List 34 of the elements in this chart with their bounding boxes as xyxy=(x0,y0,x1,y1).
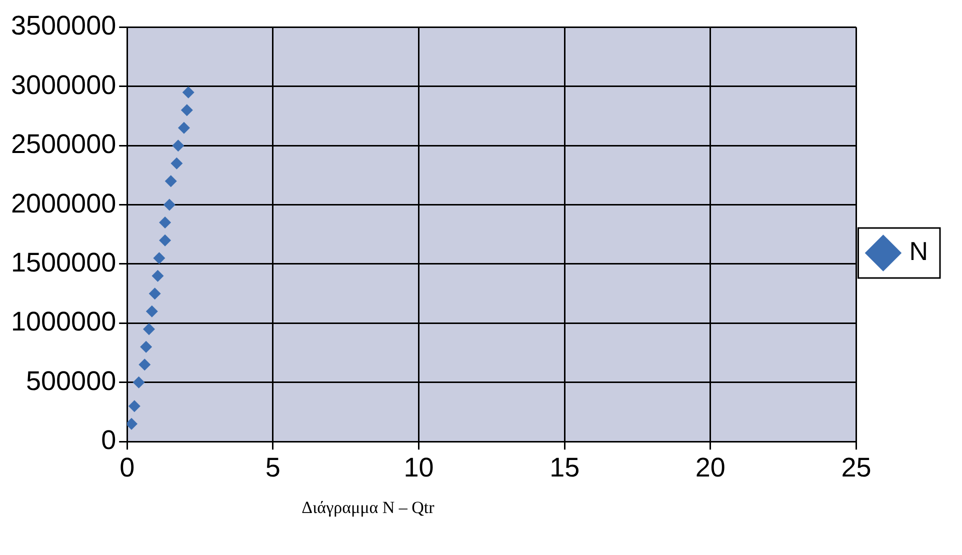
point xyxy=(140,340,152,353)
point xyxy=(180,104,193,116)
point xyxy=(148,288,161,300)
point xyxy=(146,305,158,318)
point xyxy=(163,198,176,211)
y-tick-label: 1000000 xyxy=(10,306,116,337)
x-tick-label: 10 xyxy=(404,452,434,482)
point xyxy=(172,140,184,152)
x-tick-label: 5 xyxy=(265,452,280,482)
y-tick-label: 2000000 xyxy=(10,188,116,218)
x-tick-label: 20 xyxy=(695,452,726,482)
y-tick-label: 2500000 xyxy=(10,129,116,160)
y-tick-label: 1500000 xyxy=(10,247,116,278)
x-tick-label: 0 xyxy=(120,452,135,482)
point xyxy=(170,157,183,170)
point xyxy=(153,252,166,264)
point xyxy=(138,358,151,371)
point xyxy=(142,323,155,336)
point xyxy=(178,122,190,134)
point xyxy=(159,234,172,246)
x-tick-label: 15 xyxy=(550,452,580,482)
y-tick-label: 3500000 xyxy=(10,10,116,41)
point xyxy=(152,270,164,282)
point xyxy=(128,400,140,412)
x-tick-label: 25 xyxy=(841,452,872,482)
y-tick-label: 500000 xyxy=(26,366,116,396)
point xyxy=(159,216,172,229)
point xyxy=(164,175,177,188)
point xyxy=(182,86,194,98)
legend-label: N xyxy=(909,236,928,266)
y-tick-label: 0 xyxy=(101,425,116,456)
text: Διάγραμμα N – Qtr xyxy=(300,498,436,518)
point xyxy=(132,376,145,388)
y-tick-label: 3000000 xyxy=(10,70,116,100)
